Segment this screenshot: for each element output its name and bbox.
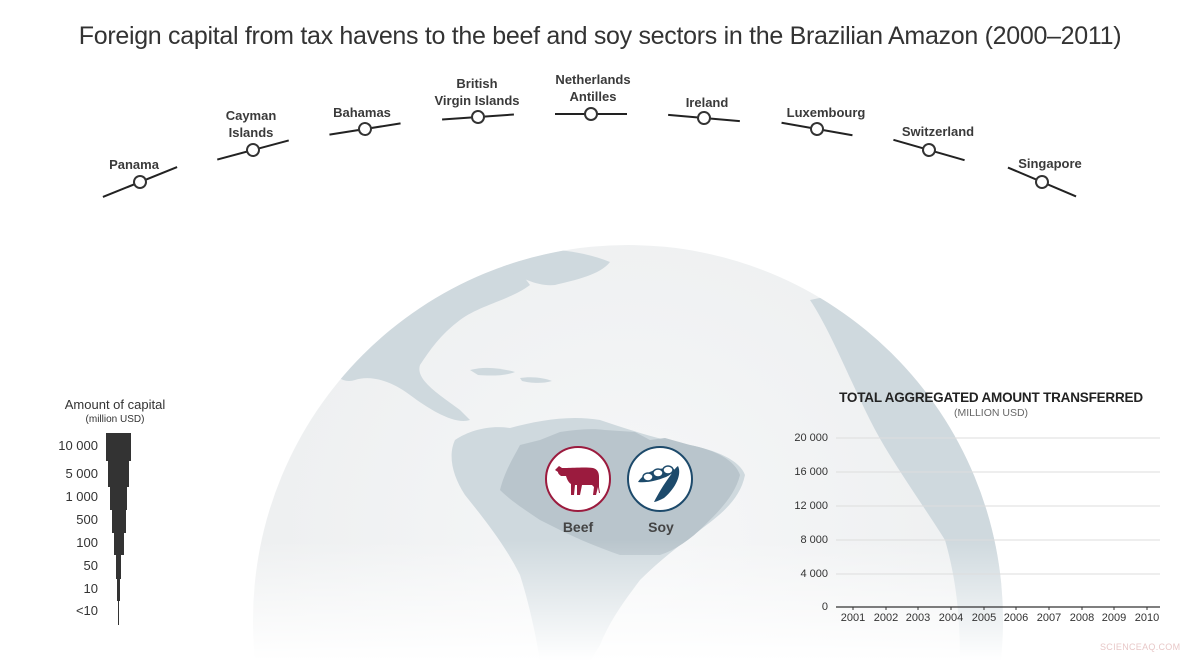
legend-level-10: 10 bbox=[83, 581, 98, 596]
chart-subtitle: (MILLION USD) bbox=[953, 407, 1029, 419]
legend-level-100: 100 bbox=[76, 535, 98, 550]
x-tick-2010: 2010 bbox=[1134, 612, 1160, 624]
chart-title: TOTAL AGGREGATED AMOUNT TRANSFERRED bbox=[839, 390, 1143, 405]
x-tick-2008: 2008 bbox=[1069, 612, 1095, 624]
y-tick-4000: 4 000 bbox=[800, 568, 828, 580]
legend-title: Amount of capital bbox=[64, 397, 166, 412]
haven-label-switzerland: Switzerland bbox=[901, 124, 975, 139]
haven-marker-bahamas[interactable] bbox=[329, 117, 402, 140]
haven-marker-singapore[interactable] bbox=[1006, 162, 1079, 202]
y-tick-8000: 8 000 bbox=[800, 534, 828, 546]
haven-label-cayman-islands: Cayman Islands bbox=[225, 108, 277, 140]
x-tick-2007: 2007 bbox=[1036, 612, 1062, 624]
x-tick-2004: 2004 bbox=[938, 612, 964, 624]
haven-marker-ireland[interactable] bbox=[668, 109, 741, 127]
soy-sector-button[interactable] bbox=[627, 446, 693, 512]
haven-label-bahamas: Bahamas bbox=[333, 105, 391, 120]
x-tick-2002: 2002 bbox=[873, 612, 899, 624]
x-tick-2003: 2003 bbox=[905, 612, 931, 624]
haven-marker-cayman-islands[interactable] bbox=[216, 135, 291, 166]
y-tick-20000: 20 000 bbox=[794, 432, 828, 444]
x-tick-2001: 2001 bbox=[840, 612, 866, 624]
haven-label-luxembourg: Luxembourg bbox=[786, 105, 866, 120]
beef-label: Beef bbox=[562, 519, 594, 535]
watermark: SCIENCEAQ.COM bbox=[1100, 642, 1181, 652]
y-tick-0: 0 bbox=[821, 601, 828, 613]
soybean-icon bbox=[638, 465, 680, 502]
legend-level-5000: 5 000 bbox=[65, 466, 98, 481]
haven-label-singapore: Singapore bbox=[1018, 156, 1082, 171]
haven-label-panama: Panama bbox=[109, 157, 159, 172]
beef-sector-button[interactable] bbox=[545, 446, 611, 512]
haven-label-british-virgin-islands: British Virgin Islands bbox=[434, 76, 520, 108]
legend-level-less-than-10: <10 bbox=[75, 603, 98, 618]
haven-marker-british-virgin-islands[interactable] bbox=[442, 109, 515, 126]
legend-level-500: 500 bbox=[76, 512, 98, 527]
infographic-title: Foreign capital from tax havens to the b… bbox=[78, 22, 1122, 50]
haven-label-ireland: Ireland bbox=[685, 95, 729, 110]
legend-level-50: 50 bbox=[83, 558, 98, 573]
legend-level-1000: 1 000 bbox=[65, 489, 98, 504]
haven-label-netherlands-antilles: Netherlands Antilles bbox=[555, 72, 631, 104]
x-tick-2006: 2006 bbox=[1003, 612, 1029, 624]
soy-label: Soy bbox=[648, 519, 674, 535]
haven-marker-luxembourg[interactable] bbox=[781, 117, 854, 141]
y-tick-12000: 12 000 bbox=[794, 500, 828, 512]
haven-marker-netherlands-antilles[interactable] bbox=[555, 107, 627, 121]
legend-subtitle: (million USD) bbox=[85, 414, 145, 425]
haven-marker-switzerland[interactable] bbox=[892, 134, 966, 166]
x-tick-2005: 2005 bbox=[971, 612, 997, 624]
cow-icon bbox=[555, 466, 600, 495]
y-tick-16000: 16 000 bbox=[794, 466, 828, 478]
legend-level-10000: 10 000 bbox=[58, 438, 98, 453]
haven-marker-panama[interactable] bbox=[101, 161, 180, 202]
x-tick-2009: 2009 bbox=[1101, 612, 1127, 624]
